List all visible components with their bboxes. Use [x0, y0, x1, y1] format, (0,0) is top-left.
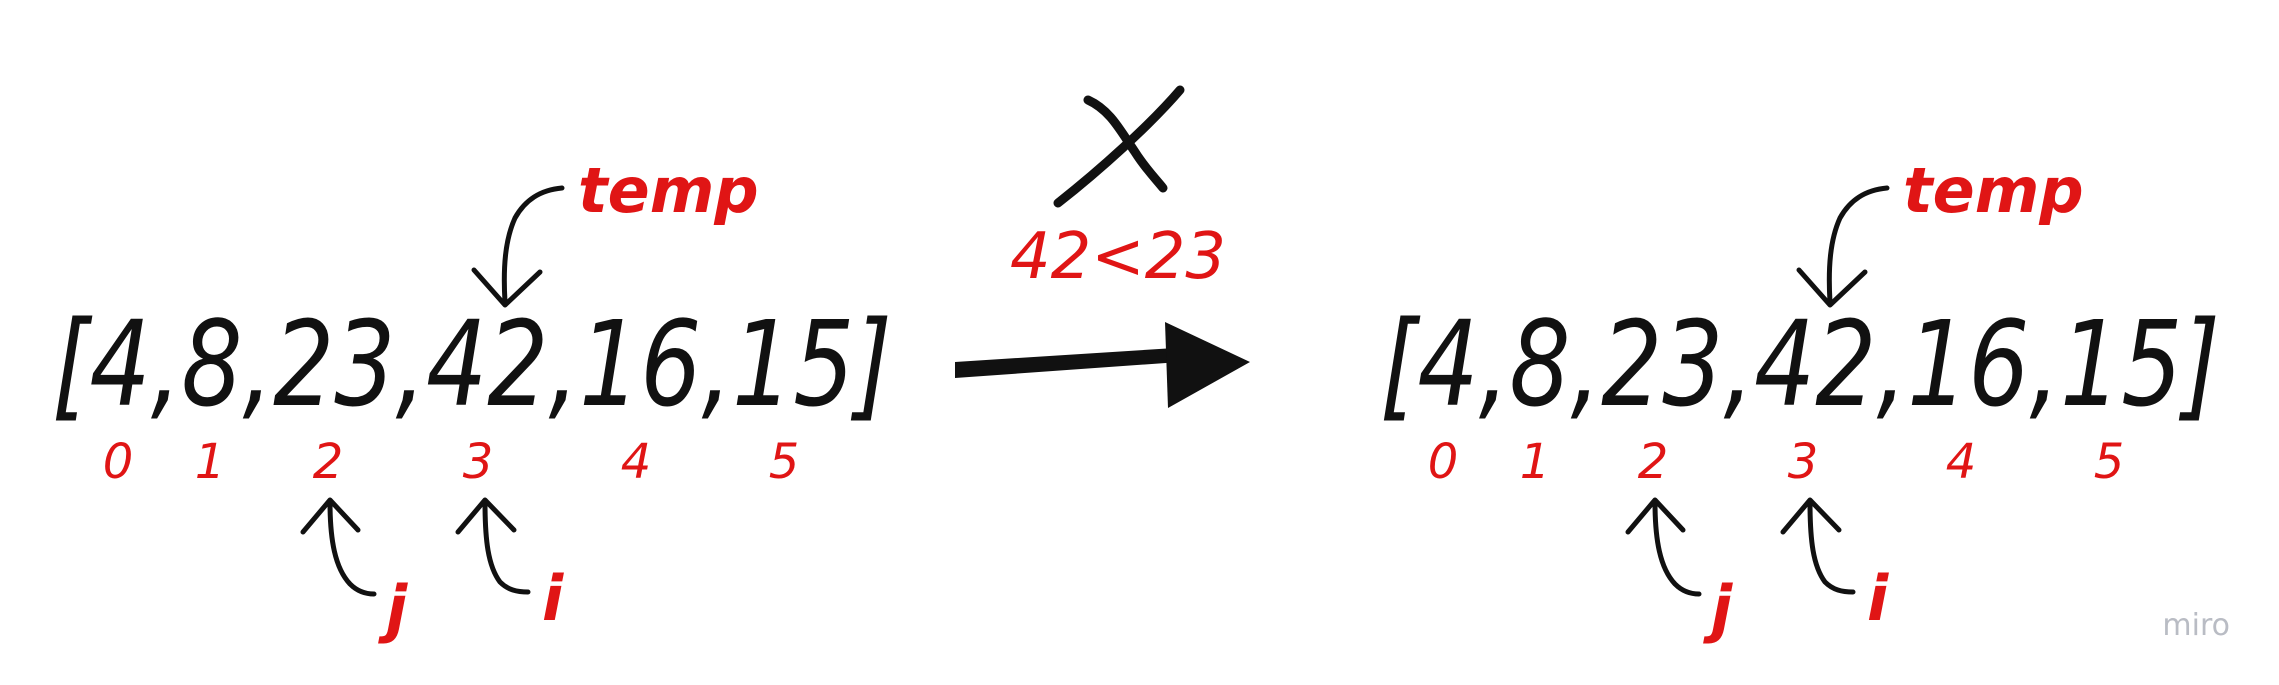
transition-arrow-icon — [955, 322, 1250, 408]
left-index-2: 2 — [313, 434, 344, 490]
right-temp-arrow — [1826, 185, 1890, 305]
right-i-arrow — [1807, 499, 1856, 595]
left-index-0: 0 — [103, 434, 134, 490]
left-index-1: 1 — [195, 434, 226, 490]
right-index-1: 1 — [1520, 434, 1551, 490]
left-i-arrow — [482, 499, 531, 595]
right-index-5: 5 — [2094, 434, 2125, 490]
right-temp-label: temp — [1903, 154, 2084, 227]
right-i-label: i — [1867, 562, 1889, 635]
miro-watermark: miro — [2162, 608, 2230, 643]
left-array-text: [4,8,23,42,16,15] — [52, 295, 892, 433]
right-index-4: 4 — [1946, 434, 1977, 490]
comparison-group: 42<23 — [955, 85, 1250, 408]
comparison-expression: 42<23 — [1010, 220, 1226, 294]
left-j-arrow — [327, 499, 377, 597]
right-temp-arrowhead-icon — [1796, 267, 1868, 308]
right-index-3: 3 — [1788, 434, 1819, 490]
left-temp-label: temp — [578, 154, 759, 227]
left-j-label: j — [378, 572, 408, 645]
left-temp-arrow — [501, 185, 565, 305]
right-array-text: [4,8,23,42,16,15] — [1380, 295, 2220, 433]
right-j-label: j — [1703, 572, 1733, 645]
left-i-label: i — [542, 562, 564, 635]
right-panel: [4,8,23,42,16,15] 0 1 2 3 4 5 temp j i — [1380, 154, 2220, 645]
right-index-0: 0 — [1428, 434, 1459, 490]
left-index-5: 5 — [769, 434, 800, 490]
left-index-4: 4 — [621, 434, 652, 490]
right-j-arrow — [1652, 499, 1702, 597]
left-index-3: 3 — [463, 434, 494, 490]
cross-mark-icon — [1053, 85, 1185, 208]
left-panel: [4,8,23,42,16,15] 0 1 2 3 4 5 temp j i — [52, 154, 892, 645]
right-index-2: 2 — [1638, 434, 1669, 490]
left-temp-arrowhead-icon — [471, 267, 543, 308]
